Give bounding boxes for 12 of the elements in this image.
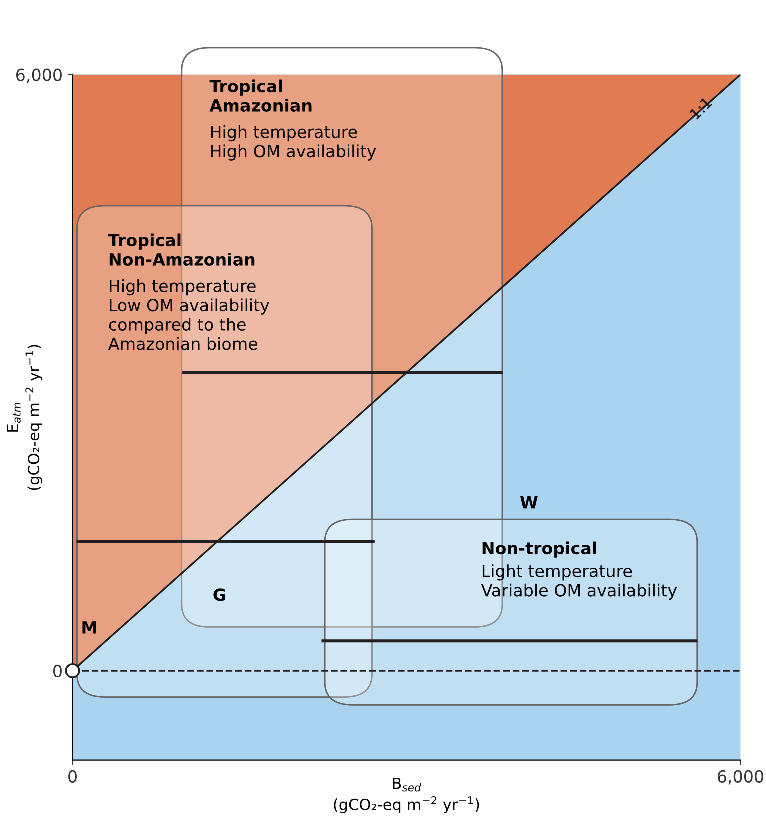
annotation: Non-tropical xyxy=(482,542,596,558)
x-axis-title: B$_{sed}$ (gCO₂-eq m$^{−2}$ yr$^{−1}$) xyxy=(334,778,480,814)
annotation: M xyxy=(82,622,96,634)
y-axis-title: E$_{atm}$ (gCO₂-eq m$^{−2}$ yr$^{−1}$) xyxy=(7,345,43,490)
annotation: High temperature Low OM availability compared to the Amazonian biome xyxy=(108,279,270,350)
annotation: W xyxy=(520,496,538,509)
annotation: High temperature High OM availability xyxy=(211,125,376,161)
annotation: Tropical Amazonian xyxy=(210,80,312,112)
annotation: Light temperature Variable OM availability xyxy=(481,564,678,600)
annotation: Tropical Non-Amazonian xyxy=(108,234,255,266)
annotation: 1:1 xyxy=(689,96,712,120)
annotation: G xyxy=(214,588,226,602)
